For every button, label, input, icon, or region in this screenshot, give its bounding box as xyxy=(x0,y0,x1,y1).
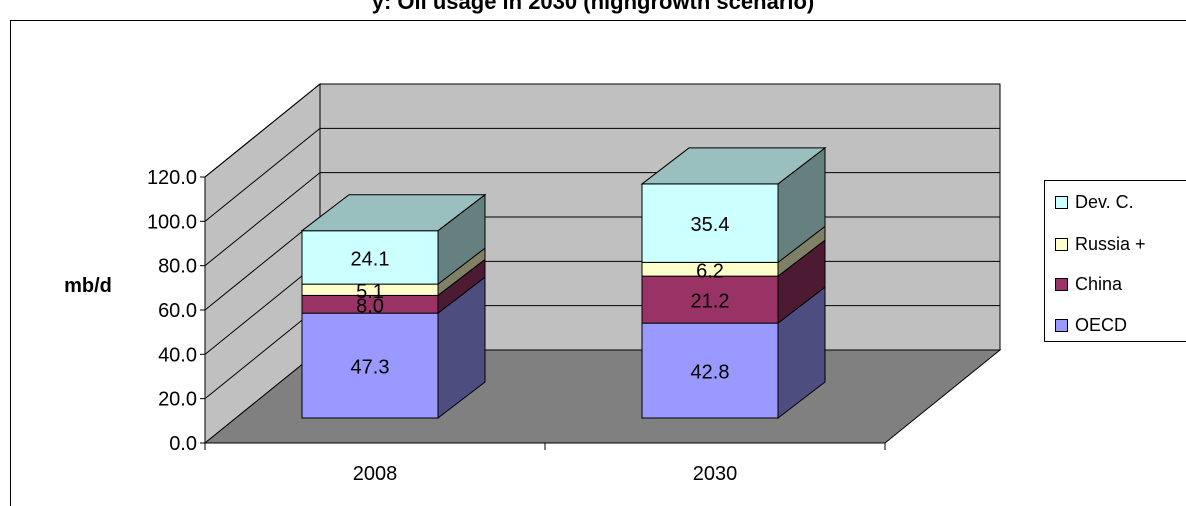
data-label: 24.1 xyxy=(351,248,390,270)
legend-item-dev-c: Dev. C. xyxy=(1055,191,1134,213)
legend-swatch-russia xyxy=(1055,237,1068,251)
y-tick-label: 0.0 xyxy=(169,433,197,455)
y-axis-label: mb/d xyxy=(64,275,112,297)
legend-item-russia: Russia + xyxy=(1055,233,1146,255)
y-tick-label: 100.0 xyxy=(147,211,197,233)
bar-top xyxy=(300,194,487,232)
gridline xyxy=(204,83,1000,178)
bar-segment xyxy=(641,183,779,263)
y-tick-label: 80.0 xyxy=(158,256,197,278)
legend-label-russia: Russia + xyxy=(1075,233,1146,254)
chart-frame xyxy=(10,20,1186,506)
bar-top xyxy=(640,147,827,185)
data-label: 21.2 xyxy=(691,291,730,313)
legend-label-dev-c: Dev. C. xyxy=(1075,191,1134,212)
legend-swatch-dev-c xyxy=(1055,195,1068,209)
data-labels: 47.3 8.05.1 24.1 42.8 21.2 6.2 35.4 xyxy=(351,214,730,383)
legend-label-china: China xyxy=(1075,273,1123,294)
legend: Dev. C. Russia + China OECD xyxy=(1044,180,1186,342)
legend-swatch-china xyxy=(1055,277,1068,291)
axes: 0.0 20.0 40.0 60.0 80.0 100.0 120.0 2008 2030 xyxy=(147,167,886,485)
legend-swatch-oecd xyxy=(1055,318,1068,332)
y-tick-label: 20.0 xyxy=(158,389,197,411)
data-label: 42.8 xyxy=(691,362,730,384)
data-label: 47.3 xyxy=(351,357,390,379)
legend-item-china: China xyxy=(1055,273,1122,295)
legend-label-oecd: OECD xyxy=(1075,314,1128,335)
legend-item-oecd: OECD xyxy=(1055,314,1127,336)
data-label: 5.1 xyxy=(356,281,384,303)
bar-segment xyxy=(641,275,779,324)
gridline xyxy=(204,127,1000,222)
chart-title: y: Oil usage in 2030 (highgrowth scenari… xyxy=(371,0,815,14)
bar-segment xyxy=(301,230,439,285)
y-tick-label: 60.0 xyxy=(158,300,197,322)
data-label: 8.0 xyxy=(356,295,384,317)
y-tick-label: 40.0 xyxy=(158,344,197,366)
y-tick-label: 120.0 xyxy=(147,167,197,189)
bars xyxy=(300,146,827,420)
x-tick-label: 2030 xyxy=(693,463,738,485)
data-label: 35.4 xyxy=(691,214,730,236)
x-tick-label: 2008 xyxy=(353,463,398,485)
data-label: 6.2 xyxy=(696,260,724,282)
bar-segment xyxy=(641,322,779,419)
